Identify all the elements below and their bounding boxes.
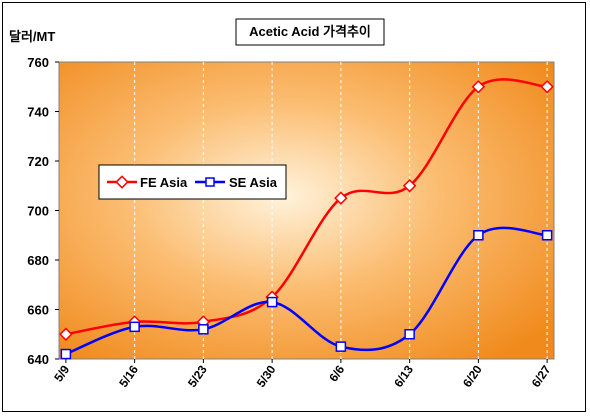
data-point-se-asia xyxy=(60,348,72,360)
x-tick-label: 5/23 xyxy=(185,362,210,389)
x-tick-label: 5/30 xyxy=(254,362,279,389)
data-point-fe-asia xyxy=(59,327,73,341)
series-layer xyxy=(59,78,554,360)
y-tick-label: 740 xyxy=(27,105,49,120)
y-axis-unit-label: 달러/MT xyxy=(9,29,55,44)
y-tick-label: 760 xyxy=(27,55,49,70)
x-tick-label: 6/20 xyxy=(460,362,485,389)
data-point-se-asia xyxy=(266,296,278,308)
legend-label-se-asia: SE Asia xyxy=(229,175,278,190)
y-tick-label: 680 xyxy=(27,253,49,268)
data-point-fe-asia xyxy=(471,80,486,94)
grid-lines xyxy=(134,62,548,359)
chart-title: Acetic Acid 가격추이 xyxy=(249,24,371,39)
series-line-se-asia xyxy=(65,226,548,356)
legend-marker-se-asia xyxy=(205,177,215,187)
x-tick-label: 5/16 xyxy=(116,362,141,389)
y-tick-label: 720 xyxy=(27,154,49,169)
series-line-fe-asia xyxy=(65,78,548,336)
x-tick-label: 6/27 xyxy=(529,362,554,389)
data-point-se-asia xyxy=(473,230,484,241)
chart-frame: 640 660 680 700 720 740 760 5/9 5/16 5/23 5/30 6/6 6… xyxy=(2,2,586,412)
data-point-fe-asia xyxy=(402,179,417,193)
x-tick-label: 5/9 xyxy=(51,362,72,384)
legend-label-fe-asia: FE Asia xyxy=(140,175,188,190)
data-point-fe-asia xyxy=(540,80,554,94)
y-tick-label: 640 xyxy=(27,352,49,367)
data-point-se-asia xyxy=(404,329,415,340)
data-point-se-asia xyxy=(335,341,347,352)
y-tick-label: 660 xyxy=(27,303,49,318)
data-point-se-asia xyxy=(541,230,553,241)
x-tick-label: 6/6 xyxy=(326,362,347,384)
data-point-fe-asia xyxy=(334,191,348,205)
data-point-se-asia xyxy=(198,324,209,335)
x-tick-label: 6/13 xyxy=(391,362,416,389)
data-point-se-asia xyxy=(129,321,140,333)
y-tick-label: 700 xyxy=(27,204,49,219)
legend: FE Asia SE Asia xyxy=(98,164,287,200)
chart-svg: 640 660 680 700 720 740 760 5/9 5/16 5/23 5/30 6/6 6… xyxy=(9,18,555,390)
legend-marker-fe-asia xyxy=(115,175,129,189)
plot-area xyxy=(58,61,555,360)
chart-title-box: Acetic Acid 가격추이 xyxy=(235,18,385,46)
